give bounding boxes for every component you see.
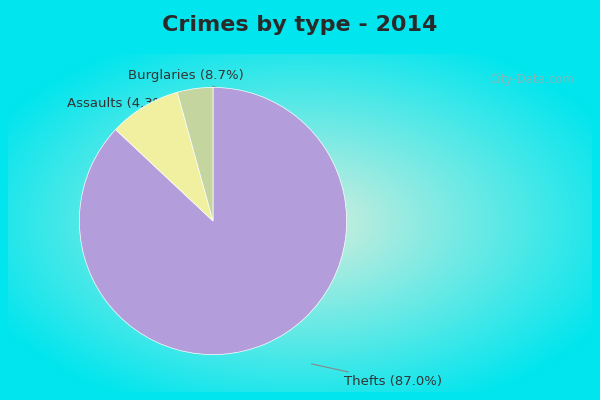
Wedge shape <box>79 87 347 354</box>
Text: Burglaries (8.7%): Burglaries (8.7%) <box>128 70 262 105</box>
Wedge shape <box>116 92 213 221</box>
Text: Crimes by type - 2014: Crimes by type - 2014 <box>163 15 437 35</box>
Wedge shape <box>178 87 213 221</box>
Text: City-Data.com: City-Data.com <box>490 72 574 86</box>
Text: Assaults (4.3%): Assaults (4.3%) <box>67 96 221 133</box>
Text: Thefts (87.0%): Thefts (87.0%) <box>311 364 442 388</box>
